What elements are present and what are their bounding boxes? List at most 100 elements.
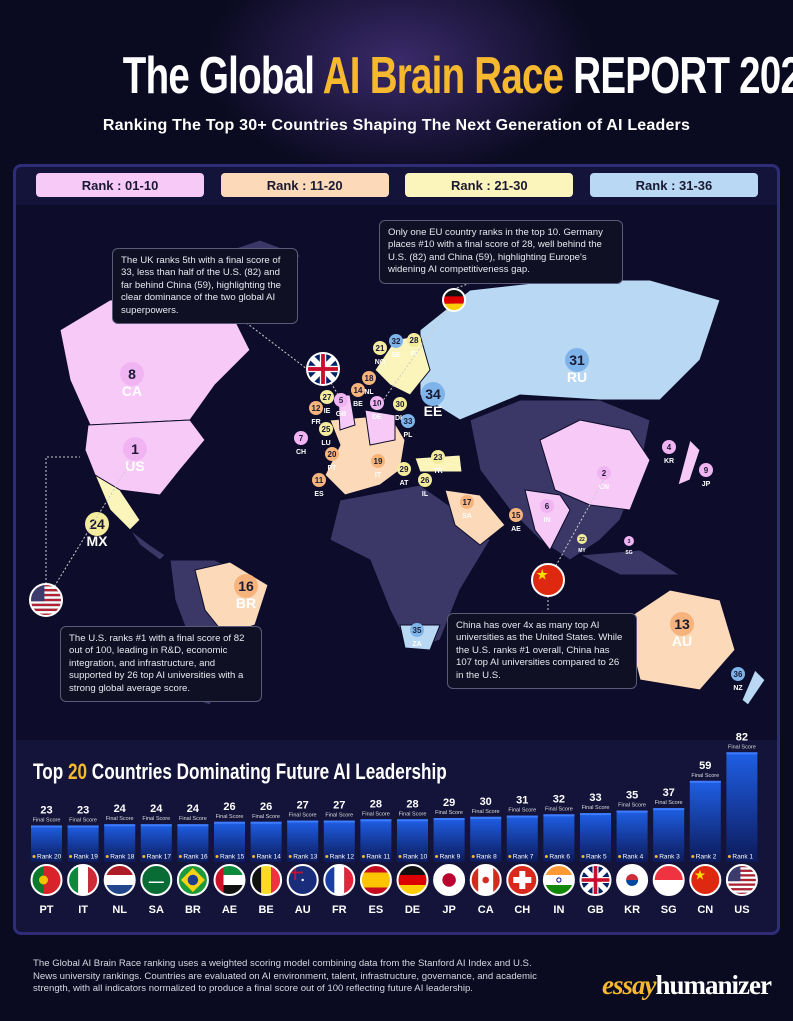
tier-pill-21-30: Rank : 21-30 bbox=[405, 173, 574, 197]
rank-dot bbox=[618, 855, 622, 858]
stripe bbox=[726, 878, 757, 882]
stripe bbox=[30, 603, 62, 607]
flag-kr-icon bbox=[616, 864, 649, 896]
country-code: AE bbox=[222, 904, 237, 916]
final-score-label: Final Score bbox=[252, 814, 280, 820]
stripe bbox=[30, 608, 62, 612]
bar-top bbox=[543, 814, 575, 817]
bar-top bbox=[653, 808, 685, 811]
country-code: MX bbox=[87, 533, 109, 549]
country-code: ES bbox=[314, 491, 324, 498]
stripe bbox=[214, 865, 224, 895]
star: ★ bbox=[694, 867, 706, 882]
flag-gb-icon bbox=[579, 864, 612, 896]
page-title: The Global AI Brain Race REPORT 2026 bbox=[0, 46, 793, 106]
bar-top bbox=[323, 820, 355, 823]
flag-fill bbox=[104, 865, 135, 895]
stripe bbox=[726, 881, 757, 884]
title-part: The Global bbox=[122, 47, 323, 105]
rank-badge bbox=[577, 534, 587, 544]
marker-sg: 3 SG bbox=[624, 536, 634, 556]
rank-dot bbox=[691, 855, 695, 858]
country-code: AU bbox=[672, 633, 692, 649]
country-code: SA bbox=[149, 904, 164, 916]
rank-label: Rank 15 bbox=[220, 854, 245, 861]
marker-in: 6 IN bbox=[540, 499, 554, 524]
flag-fill bbox=[360, 865, 391, 895]
value-label: 24 bbox=[187, 803, 200, 815]
rank-badge bbox=[85, 512, 109, 536]
stripe bbox=[726, 890, 757, 893]
country-code: CN bbox=[697, 904, 713, 916]
country-code: JP bbox=[702, 481, 711, 488]
bar-top bbox=[67, 825, 99, 828]
rank-number: 17 bbox=[463, 498, 472, 507]
country-code: IE bbox=[324, 408, 331, 415]
stripe bbox=[726, 885, 757, 889]
flag-us-icon bbox=[725, 864, 758, 896]
rank-label: Rank 6 bbox=[549, 854, 570, 861]
rank-dot bbox=[69, 855, 73, 858]
bar bbox=[433, 818, 465, 862]
final-score-label: Final Score bbox=[655, 800, 683, 806]
country-code: CH bbox=[514, 904, 530, 916]
country-code: IN bbox=[544, 517, 551, 524]
bar bbox=[140, 824, 172, 862]
rank-number: 16 bbox=[238, 578, 254, 594]
stripe bbox=[104, 875, 135, 885]
emblem bbox=[187, 874, 199, 886]
bar bbox=[104, 824, 136, 862]
country-code: PL bbox=[404, 432, 414, 439]
flag-border bbox=[306, 352, 340, 386]
marker-pt: 20 PT bbox=[325, 447, 339, 472]
country-code: AT bbox=[400, 480, 410, 487]
rank-badge bbox=[334, 393, 348, 407]
flag-border bbox=[433, 864, 466, 896]
stripe bbox=[30, 584, 62, 587]
country-code: CN bbox=[599, 484, 609, 491]
flag-de-icon bbox=[442, 288, 466, 312]
bar bbox=[580, 813, 611, 862]
rank-dot bbox=[105, 855, 109, 858]
stripe bbox=[443, 303, 465, 311]
country-code: FR bbox=[332, 904, 347, 916]
rank-number: 32 bbox=[392, 337, 401, 346]
stripe bbox=[214, 865, 245, 875]
marker-za: 35 ZA bbox=[410, 623, 424, 648]
stripe bbox=[334, 865, 345, 895]
rank-number: 13 bbox=[674, 616, 690, 632]
stripe bbox=[30, 596, 62, 599]
country-japan bbox=[677, 439, 701, 486]
rank-number: 34 bbox=[425, 386, 441, 402]
rank-number: 30 bbox=[396, 400, 405, 409]
rank-badge bbox=[421, 382, 445, 406]
value-label: 27 bbox=[297, 800, 309, 812]
tier-legend: Rank : 01-10 Rank : 11-20 Rank : 21-30 R… bbox=[36, 173, 758, 197]
country-code: US bbox=[734, 904, 749, 916]
flag-border bbox=[67, 864, 100, 896]
marker-jp: 9 JP bbox=[699, 463, 713, 488]
stripe bbox=[360, 880, 391, 888]
stripe bbox=[726, 883, 757, 886]
stripe bbox=[470, 865, 479, 895]
rank-badge bbox=[320, 390, 334, 404]
stripe bbox=[397, 865, 428, 875]
country-code: IT bbox=[375, 472, 382, 479]
rank-dot bbox=[654, 855, 658, 858]
stripe bbox=[104, 865, 135, 875]
stripe bbox=[493, 865, 501, 895]
rank-number: 11 bbox=[315, 476, 324, 485]
country-code: DK bbox=[395, 415, 405, 422]
rank-dot bbox=[727, 855, 731, 858]
rank-number: 2 bbox=[602, 469, 607, 478]
final-score-label: Final Score bbox=[216, 814, 244, 820]
stripe bbox=[30, 591, 62, 594]
country-central-america bbox=[129, 529, 166, 561]
bar bbox=[287, 820, 319, 862]
rank-number: 28 bbox=[410, 336, 419, 345]
rank-label: Rank 10 bbox=[403, 854, 428, 861]
final-score-label: Final Score bbox=[545, 806, 573, 812]
country-code: AU bbox=[295, 904, 311, 916]
